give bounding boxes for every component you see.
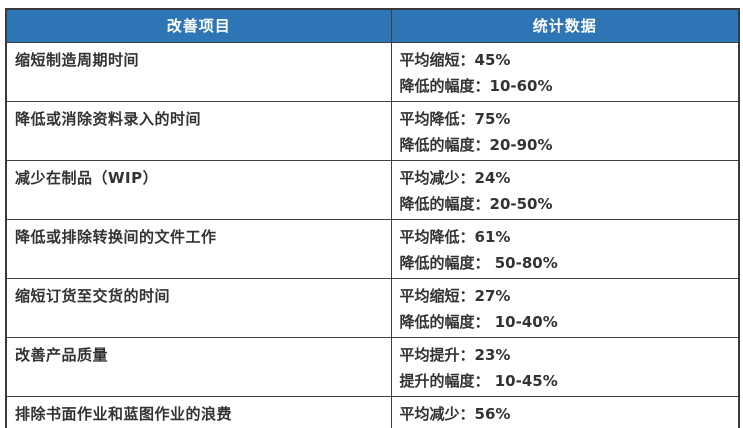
stat-range-line: 提升的幅度： 10-45% bbox=[399, 371, 558, 390]
statistics-cell: 平均降低：75% 降低的幅度：20-90% bbox=[390, 100, 740, 161]
stat-average-line: 平均减少：24% bbox=[399, 168, 511, 187]
table-row: 减少在制品（WIP） 平均减少：24% 降低的幅度：20-50% bbox=[5, 159, 740, 220]
stat-average-line: 平均提升：23% bbox=[399, 345, 511, 364]
header-statistics: 统计数据 bbox=[390, 8, 740, 43]
improvement-item-cell: 降低或排除转换间的文件工作 bbox=[5, 218, 392, 279]
statistics-cell: 平均提升：23% 提升的幅度： 10-45% bbox=[390, 336, 740, 397]
statistics-cell: 平均缩短：45% 降低的幅度：10-60% bbox=[390, 41, 740, 102]
improvement-item-cell: 缩短制造周期时间 bbox=[5, 41, 392, 102]
statistics-cell: 平均减少：24% 降低的幅度：20-50% bbox=[390, 159, 740, 220]
table-row: 降低或排除转换间的文件工作 平均降低：61% 降低的幅度： 50-80% bbox=[5, 218, 740, 279]
table-row: 缩短制造周期时间 平均缩短：45% 降低的幅度：10-60% bbox=[5, 41, 740, 102]
statistics-cell: 平均降低：61% 降低的幅度： 50-80% bbox=[390, 218, 740, 279]
statistics-cell: 平均缩短：27% 降低的幅度： 10-40% bbox=[390, 277, 740, 338]
table-row: 降低或消除资料录入的时间 平均降低：75% 降低的幅度：20-90% bbox=[5, 100, 740, 161]
improvement-statistics-table: 改善项目 统计数据 缩短制造周期时间 平均缩短：45% 降低的幅度：10-60%… bbox=[5, 8, 740, 428]
stat-average-line: 平均缩短：27% bbox=[399, 286, 511, 305]
improvement-item-cell: 减少在制品（WIP） bbox=[5, 159, 392, 220]
improvement-item-cell: 排除书面作业和蓝图作业的浪费 bbox=[5, 395, 392, 428]
improvement-item-cell: 改善产品质量 bbox=[5, 336, 392, 397]
header-row: 改善项目 统计数据 bbox=[5, 8, 740, 43]
stat-range-line: 降低的幅度： 10-40% bbox=[399, 312, 558, 331]
table-row: 排除书面作业和蓝图作业的浪费 平均减少：56% 降低的幅度： 30-80% bbox=[5, 395, 740, 428]
stat-average-line: 平均降低：75% bbox=[399, 109, 511, 128]
stat-range-line: 降低的幅度：20-50% bbox=[399, 194, 553, 213]
stat-average-line: 平均缩短：45% bbox=[399, 50, 511, 69]
stat-average-line: 平均减少：56% bbox=[399, 404, 511, 423]
stat-range-line: 降低的幅度： 50-80% bbox=[399, 253, 558, 272]
table-row: 缩短订货至交货的时间 平均缩短：27% 降低的幅度： 10-40% bbox=[5, 277, 740, 338]
stat-range-line: 降低的幅度：10-60% bbox=[399, 76, 553, 95]
stat-average-line: 平均降低：61% bbox=[399, 227, 511, 246]
improvement-item-cell: 缩短订货至交货的时间 bbox=[5, 277, 392, 338]
header-improvement-items: 改善项目 bbox=[5, 8, 392, 43]
statistics-cell: 平均减少：56% 降低的幅度： 30-80% bbox=[390, 395, 740, 428]
improvement-item-cell: 降低或消除资料录入的时间 bbox=[5, 100, 392, 161]
stat-range-line: 降低的幅度：20-90% bbox=[399, 135, 553, 154]
table-row: 改善产品质量 平均提升：23% 提升的幅度： 10-45% bbox=[5, 336, 740, 397]
